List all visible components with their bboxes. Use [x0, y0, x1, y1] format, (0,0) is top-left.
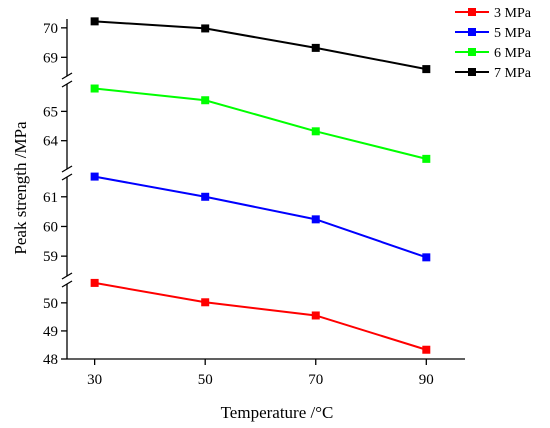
axis-break-gap	[61, 276, 73, 284]
data-point	[422, 345, 431, 354]
series-line-7-mpa	[94, 20, 427, 71]
x-tick-label: 90	[419, 372, 434, 388]
plot-area: 30 50 70 90 69 70 64 65 59 60 61 48 49 50	[43, 17, 465, 388]
data-point	[311, 43, 320, 52]
data-point	[201, 24, 210, 33]
y-axis-title: Peak strength /MPa	[11, 121, 30, 255]
y-tick-label: 48	[43, 352, 58, 368]
legend-label: 5 MPa	[494, 26, 532, 41]
y-tick-label: 61	[43, 190, 58, 206]
data-point	[90, 278, 99, 287]
series-line-3-mpa	[94, 281, 427, 351]
y-tick-label: 60	[43, 219, 58, 235]
data-point	[422, 154, 431, 163]
y-tick-label: 49	[43, 324, 58, 340]
data-point	[311, 215, 320, 224]
legend-label: 6 MPa	[494, 46, 532, 61]
x-tick-label: 50	[198, 372, 213, 388]
axis-break-1	[61, 72, 73, 88]
data-point	[422, 253, 431, 262]
data-point	[201, 192, 210, 201]
y-tick-label: 65	[43, 104, 58, 120]
axis-break-slash	[61, 173, 73, 181]
legend-swatch-marker	[468, 48, 476, 56]
axis-break-2	[61, 165, 73, 181]
data-point	[311, 127, 320, 136]
y-tick-label: 50	[43, 296, 58, 312]
axis-break-slash	[61, 72, 73, 80]
axis-break-slash	[61, 280, 73, 288]
data-point	[90, 17, 99, 26]
legend-item: 3 MPa	[455, 6, 532, 21]
axis-break-gap	[61, 76, 73, 84]
axis-break-slash	[61, 165, 73, 173]
y-tick-label: 69	[43, 50, 58, 66]
data-point	[311, 311, 320, 320]
y-tick-label: 70	[43, 21, 58, 37]
axis-break-gap	[61, 169, 73, 177]
data-point	[90, 84, 99, 93]
legend-item: 7 MPa	[455, 66, 532, 81]
y-tick-label: 59	[43, 249, 58, 265]
legend: 3 MPa 5 MPa 6 MPa 7 MPa	[455, 6, 532, 81]
axis-break-slash	[61, 272, 73, 280]
legend-swatch-marker	[468, 8, 476, 16]
data-point	[201, 96, 210, 105]
legend-swatch-marker	[468, 68, 476, 76]
x-axis-title: Temperature /°C	[221, 403, 334, 422]
legend-swatch-marker	[468, 28, 476, 36]
x-tick-label: 70	[308, 372, 323, 388]
data-point	[422, 65, 431, 74]
legend-label: 7 MPa	[494, 66, 532, 81]
x-tick-label: 30	[87, 372, 102, 388]
data-point	[201, 298, 210, 307]
axis-break-slash	[61, 80, 73, 88]
axis-break-3	[61, 272, 73, 288]
y-tick-label: 64	[43, 134, 59, 150]
series-line-5-mpa	[94, 175, 427, 259]
series-line-6-mpa	[94, 87, 427, 160]
data-point	[90, 172, 99, 181]
legend-item: 6 MPa	[455, 46, 532, 61]
legend-item: 5 MPa	[455, 26, 532, 41]
legend-label: 3 MPa	[494, 6, 532, 21]
